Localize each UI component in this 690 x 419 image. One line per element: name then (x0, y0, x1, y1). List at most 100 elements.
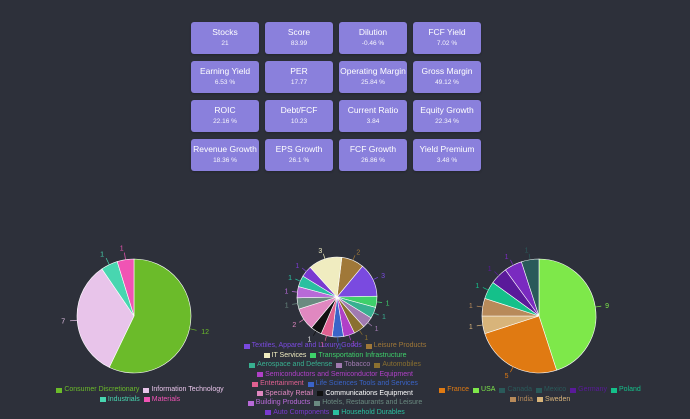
sector-legend-item[interactable]: Consumer Discretionary (56, 386, 139, 394)
sector-pie-slice[interactable] (108, 258, 192, 374)
country-legend-row: France USA Canada Mexico Germany Poland (415, 386, 665, 396)
industry-legend-item[interactable]: Aerospace and Defense (249, 361, 332, 369)
industry-legend-item[interactable]: IT Services (263, 352, 306, 360)
industry-legend-item[interactable]: Life Sciences Tools and Services (307, 380, 418, 388)
industry-legend-row: Building Products Hotels, Restaurants and… (215, 399, 455, 409)
sector-legend-item[interactable]: Information Technology (143, 386, 224, 394)
country-pie-slice[interactable] (521, 258, 540, 317)
industry-legend-item[interactable]: Transportation Infrastructure (310, 352, 406, 360)
country-legend-item[interactable]: Germany (570, 386, 607, 394)
legend-label: Household Durables (341, 408, 405, 416)
industry-pie-slice[interactable] (309, 256, 343, 298)
legend-swatch (333, 410, 340, 415)
industry-legend-item[interactable]: Household Durables (333, 408, 405, 417)
industry-legend-item[interactable]: Semiconductors and Semiconductor Equipme… (257, 371, 413, 379)
country-legend-item[interactable]: Poland (610, 386, 641, 394)
legend-swatch (265, 410, 272, 415)
sector-legend-row: Industrials Materials (20, 396, 260, 406)
metric-card: Yield Premium 3.48 % (413, 139, 481, 171)
industry-legend-item[interactable]: Hotels, Restaurants and Leisure (314, 399, 422, 407)
industry-legend-item[interactable]: Building Products (247, 399, 311, 407)
industry-pie-label: 1 (386, 300, 390, 307)
metric-card: Revenue Growth 18.36 % (191, 139, 259, 171)
industry-legend-item[interactable]: Entertainment (252, 380, 304, 388)
metric-value: 6.53 % (214, 79, 236, 86)
metric-card: Operating Margin 25.84 % (339, 61, 407, 93)
country-pie-slice[interactable] (538, 258, 597, 371)
industry-legend-row: IT Services Transportation Infrastructure (215, 352, 455, 362)
metric-card: Current Ratio 3.84 (339, 100, 407, 132)
country-pie-slice[interactable] (484, 315, 557, 374)
industry-pie-leader (295, 278, 301, 282)
country-legend-item[interactable]: Mexico (535, 386, 567, 394)
industry-pie-label: 1 (338, 343, 342, 350)
legend-label: Hotels, Restaurants and Leisure (322, 399, 423, 406)
metric-label: Stocks (212, 27, 238, 37)
country-legend-item[interactable]: USA (473, 386, 495, 394)
industry-pie-leader (359, 330, 363, 335)
metric-label: Current Ratio (347, 105, 399, 115)
legend-label: France (447, 386, 470, 393)
legend-swatch (536, 397, 543, 402)
country-legend-item[interactable]: France (439, 386, 469, 394)
legend-label: Consumer Discretionary (64, 386, 140, 393)
industry-legend-item[interactable]: Communications Equipment (317, 390, 413, 398)
legend-label: Specialty Retail (265, 389, 314, 397)
country-legend-item[interactable]: Sweden (536, 396, 570, 404)
legend-label: Semiconductors and Semiconductor Equipme… (265, 370, 413, 378)
legend-label: Mexico (543, 386, 567, 393)
industry-legend-item[interactable]: Auto Components (265, 409, 329, 417)
legend-label: India (517, 395, 533, 403)
legend-swatch (499, 387, 506, 393)
metric-label: Gross Margin (421, 66, 473, 76)
sector-pie-slice[interactable] (76, 268, 135, 368)
metric-value: -0.46 % (361, 40, 385, 47)
legend-swatch (243, 343, 250, 349)
country-legend-item[interactable]: Canada (499, 386, 532, 394)
metric-label: Debt/FCF (280, 105, 318, 115)
metric-value: 17.77 (290, 79, 308, 86)
industry-legend-item[interactable]: Textiles, Apparel and Luxury Goods (243, 342, 362, 350)
sector-legend-item[interactable]: Materials (143, 396, 180, 404)
metric-card: Gross Margin 49.12 % (413, 61, 481, 93)
legend-swatch (535, 387, 542, 393)
industry-pie-label: 1 (288, 275, 292, 282)
industry-pie-label: 1 (307, 336, 311, 343)
sector-legend-item[interactable]: Industrials (99, 396, 140, 404)
industry-legend-item[interactable]: Tobacco (336, 361, 370, 369)
industry-pie-leader (301, 267, 307, 272)
country-legend-item[interactable]: India (509, 395, 533, 404)
metric-value: 26.86 % (361, 157, 385, 164)
legend-swatch (99, 397, 106, 402)
sector-pie-label: 12 (201, 329, 209, 336)
industry-pie-label: 1 (375, 326, 379, 333)
country-pie-label: 9 (605, 303, 609, 310)
legend-label: Communications Equipment (325, 389, 413, 397)
industry-legend-item[interactable]: Automobiles (374, 361, 421, 369)
sector-pie-leader (189, 328, 197, 331)
sector-pie-label: 1 (120, 245, 124, 252)
industry-pie-label: 1 (285, 302, 289, 309)
metric-card: ROIC 22.16 % (191, 100, 259, 132)
metric-value: 22.16 % (213, 118, 237, 125)
industry-pie-leader (322, 253, 326, 259)
legend-swatch (374, 362, 381, 368)
metrics-grid: Stocks 21 Score 83.99 Dilution -0.46 % FCF … (191, 22, 481, 171)
metric-value: 25.84 % (361, 79, 385, 86)
sector-pie-leader (69, 319, 78, 322)
industry-pie-leader (367, 322, 373, 327)
industry-legend-item[interactable]: Specialty Retail (257, 390, 313, 398)
sector-pie-label: 7 (61, 319, 65, 326)
sector-legend-row: Consumer Discretionary Information Techno… (20, 386, 260, 396)
country-pie-label: 1 (469, 303, 473, 310)
industry-legend-item[interactable]: Leisure Products (365, 342, 426, 350)
legend-swatch (610, 387, 617, 393)
industry-pie-leader (348, 335, 352, 341)
legend-label: Building Products (255, 399, 311, 406)
industry-pie-label: 1 (352, 341, 356, 348)
country-pie-leader (494, 271, 499, 276)
country-pie-leader (510, 366, 514, 373)
legend-label: USA (481, 386, 496, 393)
country-pie-label: 1 (469, 324, 473, 331)
industry-pie-label: 1 (320, 342, 324, 349)
